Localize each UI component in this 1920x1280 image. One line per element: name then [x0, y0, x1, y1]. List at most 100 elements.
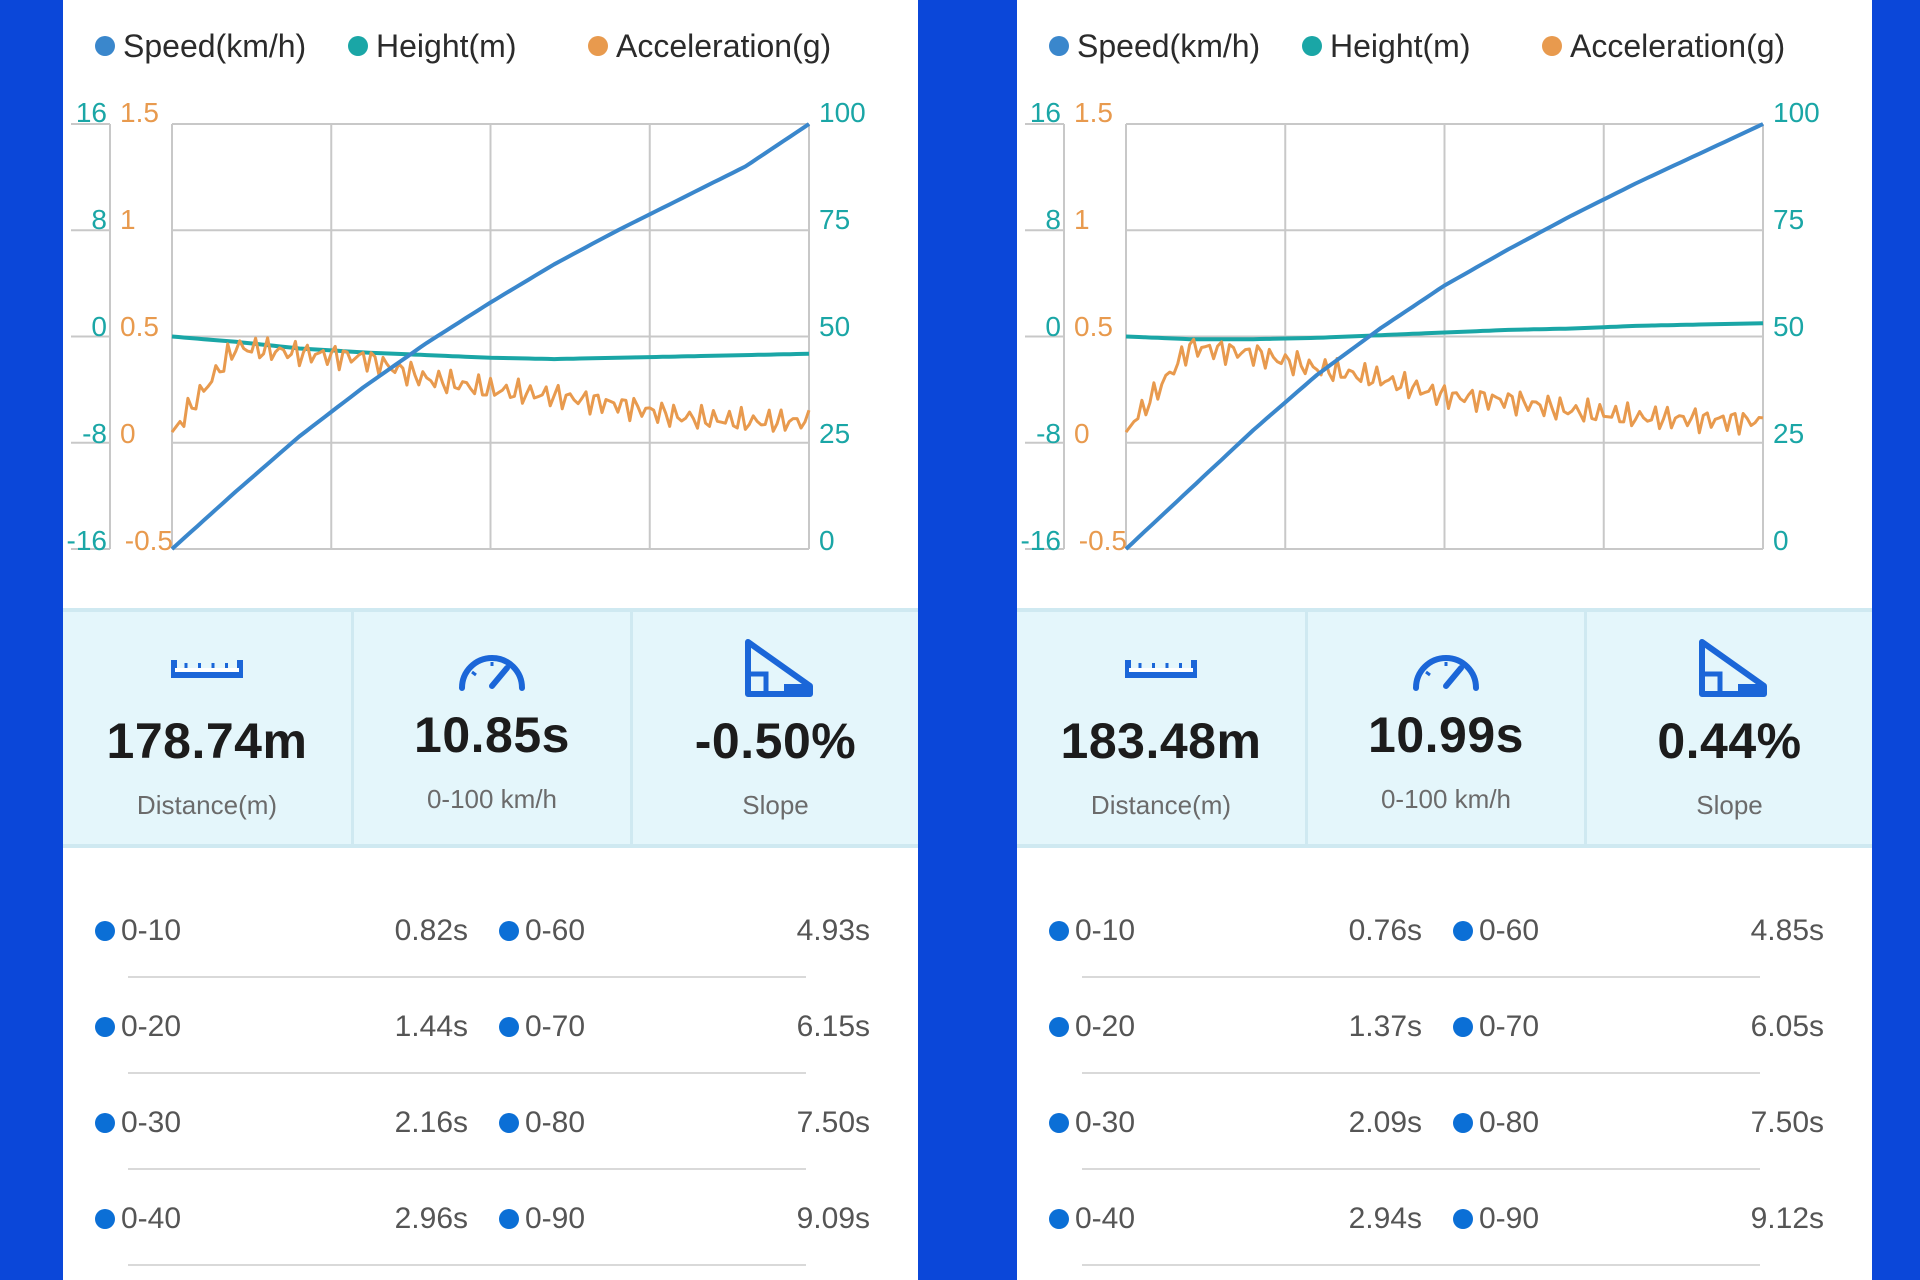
ruler-icon [1125, 660, 1197, 678]
acceleration-axis-tick-label: 0.5 [120, 311, 159, 342]
split-time: 6.15s [796, 1010, 870, 1043]
stat-slope: 0.44% Slope [1587, 612, 1872, 844]
series-line-speed [1124, 122, 1764, 551]
bullet-dot-icon [1453, 921, 1473, 941]
stat-label: Distance(m) [136, 790, 278, 820]
bullet-dot-icon [1453, 1209, 1473, 1229]
split-time: 9.12s [1750, 1202, 1824, 1235]
speed-axis-tick-label: 0 [819, 525, 835, 556]
speed-axis-tick-label: 0 [1773, 525, 1789, 556]
legend-dot-icon [348, 36, 368, 56]
split-range: 0-90 [1479, 1202, 1540, 1235]
acceleration-axis-tick-label: 1.5 [1074, 97, 1113, 128]
series-line-acceleration [170, 336, 811, 434]
legend-item-speed[interactable]: Speed(km/h) [95, 26, 306, 66]
split-label: 0-30 [95, 1106, 181, 1140]
split-time: 2.94s [1348, 1202, 1422, 1235]
chart-legend: Speed(km/h) Height(m) Acceleration(g) [1017, 0, 1872, 100]
split-label: 0-40 [1049, 1202, 1135, 1236]
split-range: 0-40 [1075, 1202, 1136, 1235]
split-time: 2.96s [394, 1202, 468, 1235]
split-row: 0-10 0.82s 0-60 4.93s [63, 880, 918, 978]
split-time: 7.50s [1750, 1106, 1824, 1139]
row-divider [1082, 976, 1760, 978]
performance-chart: 16 8 0 -8 -16 1.5 1 0.5 0 -0.5 100 75 50 25 0 [1021, 97, 1820, 556]
height-axis-tick-label: -16 [67, 525, 107, 556]
bullet-dot-icon [95, 1017, 115, 1037]
legend-item-acceleration[interactable]: Acceleration(g) [1542, 26, 1785, 66]
bullet-dot-icon [95, 1209, 115, 1229]
speedometer-icon [459, 655, 525, 691]
acceleration-axis-tick-label: 0 [120, 418, 136, 449]
height-axis-tick-label: 16 [1030, 97, 1061, 128]
split-range: 0-10 [1075, 914, 1136, 947]
bullet-dot-icon [95, 1113, 115, 1133]
legend-label: Speed(km/h) [123, 27, 307, 64]
summary-stats: 183.48m Distance(m) 10.99s 0-100 km/h 0.44% S… [1017, 608, 1872, 848]
performance-chart: 16 8 0 -8 -16 1.5 1 0.5 0 -0.5 100 75 50 25 0 [67, 97, 866, 556]
split-range: 0-10 [121, 914, 182, 947]
acceleration-axis-tick-label: 1 [1074, 204, 1090, 235]
height-axis-tick-label: 16 [76, 97, 107, 128]
split-time: 2.09s [1348, 1106, 1422, 1139]
stat-label: Slope [742, 790, 809, 820]
speed-axis-tick-label: 25 [819, 418, 850, 449]
split-time: 0.76s [1348, 914, 1422, 947]
bullet-dot-icon [499, 1017, 519, 1037]
legend-label: Height(m) [376, 27, 517, 64]
legend-item-height[interactable]: Height(m) [348, 26, 516, 66]
slope-icon [1698, 639, 1767, 697]
split-range: 0-60 [1479, 914, 1540, 947]
series-line-height [1125, 321, 1764, 342]
stat-value: 10.99s [1368, 707, 1524, 763]
height-axis-tick-label: -8 [1036, 418, 1061, 449]
stat-distance: 183.48m Distance(m) [1017, 612, 1305, 844]
stat-label: 0-100 km/h [426, 784, 558, 814]
split-label: 0-80 [1453, 1106, 1539, 1140]
legend-label: Acceleration(g) [1570, 27, 1786, 64]
bullet-dot-icon [499, 921, 519, 941]
split-row: 0-30 2.16s 0-80 7.50s [63, 1072, 918, 1170]
legend-dot-icon [588, 36, 608, 56]
split-range: 0-40 [121, 1202, 182, 1235]
speed-axis-tick-label: 75 [819, 204, 850, 235]
split-time: 0.82s [394, 914, 468, 947]
legend-label: Acceleration(g) [616, 27, 832, 64]
split-time: 4.85s [1750, 914, 1824, 947]
bullet-dot-icon [1453, 1113, 1473, 1133]
row-divider [128, 1264, 806, 1266]
split-time: 6.05s [1750, 1010, 1824, 1043]
split-label: 0-20 [1049, 1010, 1135, 1044]
row-divider [128, 1168, 806, 1170]
bullet-dot-icon [499, 1113, 519, 1133]
split-label: 0-40 [95, 1202, 181, 1236]
chart-legend: Speed(km/h) Height(m) Acceleration(g) [63, 0, 918, 100]
series-line-height [171, 334, 810, 362]
speed-axis-tick-label: 100 [819, 97, 866, 128]
split-label: 0-90 [1453, 1202, 1539, 1236]
split-time: 9.09s [796, 1202, 870, 1235]
split-times-list: 0-10 0.82s 0-60 4.93s 0-20 1.44s 0-70 6.15s 0-30… [63, 880, 918, 1280]
split-range: 0-70 [1479, 1010, 1540, 1043]
height-axis-tick-label: 0 [91, 311, 107, 342]
stat-zero-to-hundred: 10.85s 0-100 km/h [351, 612, 633, 844]
split-label: 0-60 [499, 914, 585, 948]
result-panel-left: Speed(km/h) Height(m) Acceleration(g) 16 8 0-… [63, 0, 918, 1280]
split-time: 1.44s [394, 1010, 468, 1043]
height-axis-tick-label: -8 [82, 418, 107, 449]
legend-dot-icon [1302, 36, 1322, 56]
stat-value: 0.44% [1657, 713, 1802, 769]
legend-item-height[interactable]: Height(m) [1302, 26, 1470, 66]
speed-axis-tick-label: 50 [1773, 311, 1804, 342]
split-times-list: 0-10 0.76s 0-60 4.85s 0-20 1.37s 0-70 6.05s 0-30… [1017, 880, 1872, 1280]
acceleration-axis-tick-label: 1 [120, 204, 136, 235]
split-time: 1.37s [1348, 1010, 1422, 1043]
stat-label: Slope [1696, 790, 1763, 820]
legend-item-acceleration[interactable]: Acceleration(g) [588, 26, 831, 66]
stat-label: Distance(m) [1090, 790, 1232, 820]
legend-item-speed[interactable]: Speed(km/h) [1049, 26, 1260, 66]
stat-value: 178.74m [106, 713, 308, 769]
summary-stats: 178.74m Distance(m) 10.85s 0-100 km/h -0.50%… [63, 608, 918, 848]
split-range: 0-30 [121, 1106, 182, 1139]
series-line-speed [170, 122, 811, 551]
